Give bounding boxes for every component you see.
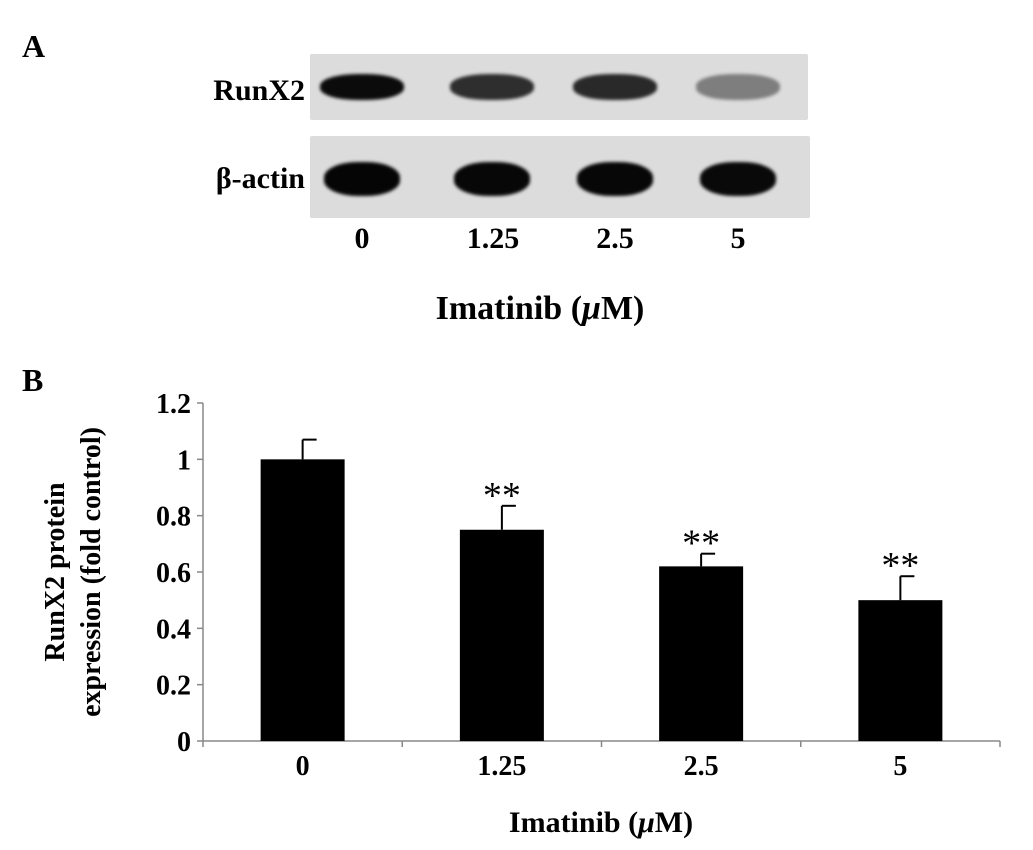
significance-marker-3: ** — [881, 545, 919, 587]
blot-band-runx2-0 — [320, 74, 404, 100]
x-axis-title-end: M) — [655, 806, 693, 839]
blot-band-beta-actin-3 — [700, 162, 776, 196]
panel-a-x-title-mu: μ — [582, 290, 601, 327]
x-tick-label-0: 0 — [296, 751, 310, 782]
blot-band-beta-actin-1 — [454, 162, 530, 196]
panel-a-x-title-main: Imatinib ( — [435, 290, 583, 327]
panel-a-label: A — [22, 28, 46, 64]
y-axis-title-line2: expression (fold control) — [76, 427, 107, 717]
panel-a-x-title-end: M) — [600, 290, 645, 327]
x-axis-title-mu: μ — [636, 806, 655, 839]
lane-label-3: 5 — [730, 222, 746, 255]
panel-b-label: B — [22, 362, 44, 398]
blot-band-runx2-1 — [450, 74, 534, 100]
y-tick-label: 1 — [177, 445, 191, 476]
bar-3 — [858, 600, 943, 741]
y-tick-label: 0.8 — [156, 502, 191, 533]
blot-band-beta-actin-2 — [577, 162, 653, 196]
panel-a-x-axis-title: Imatinib (μM) — [240, 290, 840, 328]
significance-marker-2: ** — [682, 523, 720, 565]
blot-band-runx2-3 — [696, 74, 780, 100]
bar-2 — [659, 566, 744, 741]
significance-marker-1: ** — [483, 475, 521, 517]
y-tick-label: 0.6 — [156, 558, 191, 589]
blot-row-label-runx2: RunX2 — [213, 74, 305, 107]
blot-band-beta-actin-0 — [324, 162, 400, 196]
blot-strip-runx2 — [310, 54, 808, 120]
x-tick-label-1: 1.25 — [477, 751, 526, 782]
blot-row-label-beta-actin: β-actin — [215, 162, 305, 195]
y-tick-label: 0.4 — [156, 614, 191, 645]
blot-strip-beta-actin — [310, 136, 810, 218]
lane-label-2: 2.5 — [596, 222, 634, 255]
y-tick-label: 0.2 — [156, 671, 191, 702]
x-tick-label-3: 5 — [893, 751, 907, 782]
x-tick-label-2: 2.5 — [684, 751, 719, 782]
y-tick-label: 1.2 — [156, 389, 191, 420]
y-tick-label: 0 — [177, 727, 191, 758]
y-axis-title-line1: RunX2 protein — [40, 482, 71, 662]
lane-label-0: 0 — [354, 222, 370, 255]
bar-1 — [459, 529, 544, 741]
bar-0 — [260, 459, 345, 741]
blot-band-runx2-2 — [573, 74, 657, 100]
x-axis-title-main: Imatinib ( — [509, 806, 638, 839]
x-axis-title: Imatinib (μM) — [509, 806, 693, 839]
lane-label-1: 1.25 — [466, 222, 520, 255]
